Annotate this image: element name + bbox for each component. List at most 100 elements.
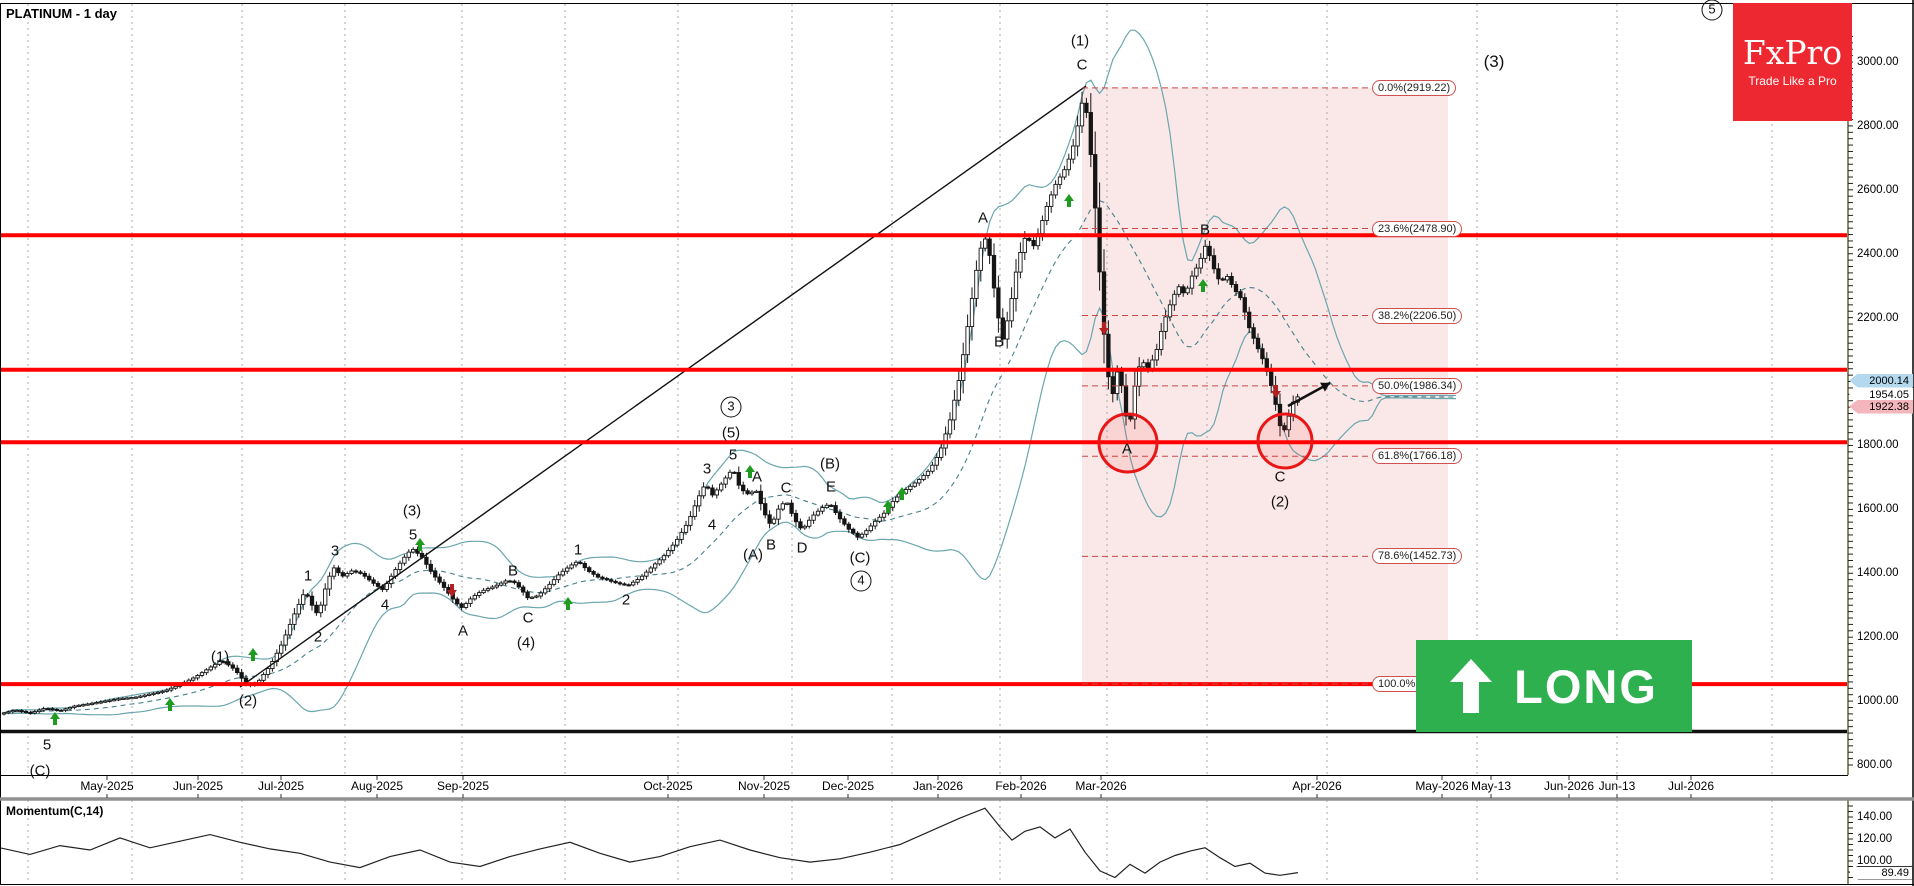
- date-axis-label: Sep-2025: [436, 779, 490, 793]
- date-axis-label: Jun-2026: [1543, 779, 1595, 793]
- price-tag: 2000.14: [1849, 373, 1913, 388]
- momentum-indicator-label: Momentum(C,14): [6, 804, 104, 818]
- breakout-arrow-icon: [1320, 382, 1330, 392]
- highlight-circle: [1097, 412, 1159, 474]
- buy-arrow-icon: [745, 465, 755, 478]
- buy-arrow-icon: [897, 487, 907, 500]
- wave-label: (C): [849, 549, 871, 567]
- fib-level-label: 61.8%(1766.18): [1372, 448, 1463, 465]
- fib-level-label: 23.6%(2478.90): [1372, 220, 1463, 237]
- date-axis-label: Aug-2025: [350, 779, 404, 793]
- wave-label: 5: [728, 446, 738, 464]
- price-axis-label: 1000.00: [1857, 695, 1899, 708]
- wave-label: 3: [720, 396, 742, 418]
- price-axis-label: 1800.00: [1857, 439, 1899, 452]
- momentum-axis-label: 100.00: [1857, 855, 1893, 867]
- wave-label: (4): [516, 634, 536, 652]
- fib-level-label: 38.2%(2206.50): [1372, 307, 1463, 324]
- date-axis-label: Nov-2025: [737, 779, 791, 793]
- wave-label: C: [780, 479, 792, 497]
- wave-label: E: [825, 478, 837, 496]
- price-axis-label: 2400.00: [1857, 247, 1899, 260]
- wave-label: B: [1199, 221, 1211, 239]
- fxpro-brand-text: FxPro: [1742, 33, 1843, 72]
- date-axis-label: Oct-2025: [643, 779, 693, 793]
- date-axis-label: May-2026: [1415, 779, 1469, 793]
- wave-label: 3: [702, 460, 712, 478]
- price-axis-label: 2600.00: [1857, 183, 1899, 196]
- fib-level-label: 0.0%(2919.22): [1372, 79, 1457, 96]
- band-upper: [3, 29, 1457, 714]
- wave-label: (3): [1483, 52, 1505, 71]
- date-axis-label: Feb-2026: [995, 779, 1047, 793]
- price-axis-label: 800.00: [1857, 759, 1893, 771]
- buy-arrow-icon: [248, 648, 258, 661]
- wave-label: 1: [303, 567, 313, 585]
- price-axis-label: 2800.00: [1857, 119, 1899, 132]
- wave-label: (3): [402, 502, 422, 520]
- wave-label: 5: [42, 736, 52, 754]
- momentum-current-tag: 89.49: [1849, 865, 1913, 880]
- buy-arrow-icon: [165, 698, 175, 711]
- highlight-circle: [1256, 412, 1314, 470]
- wave-label: (2): [238, 692, 258, 710]
- price-axis-label: 2200.00: [1857, 311, 1899, 324]
- buy-arrow-icon: [50, 712, 60, 725]
- date-axis-label: Dec-2025: [821, 779, 875, 793]
- date-axis-label: Mar-2026: [1075, 779, 1127, 793]
- wave-label: B: [993, 333, 1005, 351]
- wave-label-circled-5: 5: [1701, 0, 1723, 21]
- wave-label: (C): [29, 762, 51, 780]
- fib-level-label: 78.6%(1452.73): [1372, 548, 1463, 565]
- fxpro-tagline: Trade Like a Pro: [1748, 74, 1837, 88]
- buy-arrow-icon: [415, 538, 425, 551]
- fib-level-label: 50.0%(1986.34): [1372, 377, 1463, 394]
- date-axis-label: May-2025: [80, 779, 134, 793]
- momentum-axis-label: 140.00: [1857, 811, 1893, 823]
- wave-label: 3: [330, 542, 340, 560]
- wave-label: C: [522, 609, 534, 627]
- date-axis-label: Jun-13: [1598, 779, 1636, 793]
- signal-label: LONG: [1514, 659, 1658, 713]
- price-tag: 1922.38: [1849, 399, 1913, 414]
- wave-label: C: [1076, 56, 1088, 74]
- date-axis-label: Jul-2026: [1667, 779, 1715, 793]
- fxpro-logo: FxPro Trade Like a Pro: [1733, 3, 1852, 121]
- wave-label: 4: [380, 596, 390, 614]
- wave-label: A: [977, 209, 989, 227]
- date-axis-label: Jan-2026: [912, 779, 964, 793]
- sell-arrow-icon: [447, 584, 457, 597]
- wave-label: A: [457, 622, 469, 640]
- trendline: [239, 85, 1087, 688]
- wave-label: B: [765, 536, 777, 554]
- wave-label: (A): [743, 546, 763, 564]
- buy-arrow-icon: [1198, 279, 1208, 292]
- wave-label: (1): [1070, 32, 1090, 50]
- wave-label: 5: [408, 526, 418, 544]
- chart-title: PLATINUM - 1 day: [6, 6, 117, 21]
- momentum-line: [0, 807, 1299, 879]
- wave-label: A: [751, 468, 763, 486]
- buy-arrow-icon: [883, 500, 893, 513]
- date-axis-label: Jun-2025: [172, 779, 224, 793]
- price-axis-label: 1600.00: [1857, 503, 1899, 516]
- up-arrow-icon: [1450, 659, 1493, 713]
- sell-arrow-icon: [1271, 385, 1281, 398]
- wave-label: 1: [573, 541, 583, 559]
- band-lower: [3, 306, 1456, 716]
- long-signal-badge: LONG: [1416, 640, 1692, 732]
- wave-label: 4: [707, 516, 717, 534]
- date-axis-label: May-13: [1470, 779, 1512, 793]
- wave-label: (B): [820, 455, 840, 473]
- sell-arrow-icon: [1099, 322, 1109, 335]
- date-axis-label: Apr-2026: [1292, 779, 1342, 793]
- wave-label: (5): [721, 424, 741, 442]
- wave-label: A: [1121, 440, 1133, 458]
- wave-label: D: [796, 539, 808, 557]
- price-tag: 1954.05: [1849, 387, 1913, 402]
- buy-arrow-icon: [563, 597, 573, 610]
- wave-label: C: [1274, 468, 1286, 486]
- price-axis-label: 1200.00: [1857, 631, 1899, 644]
